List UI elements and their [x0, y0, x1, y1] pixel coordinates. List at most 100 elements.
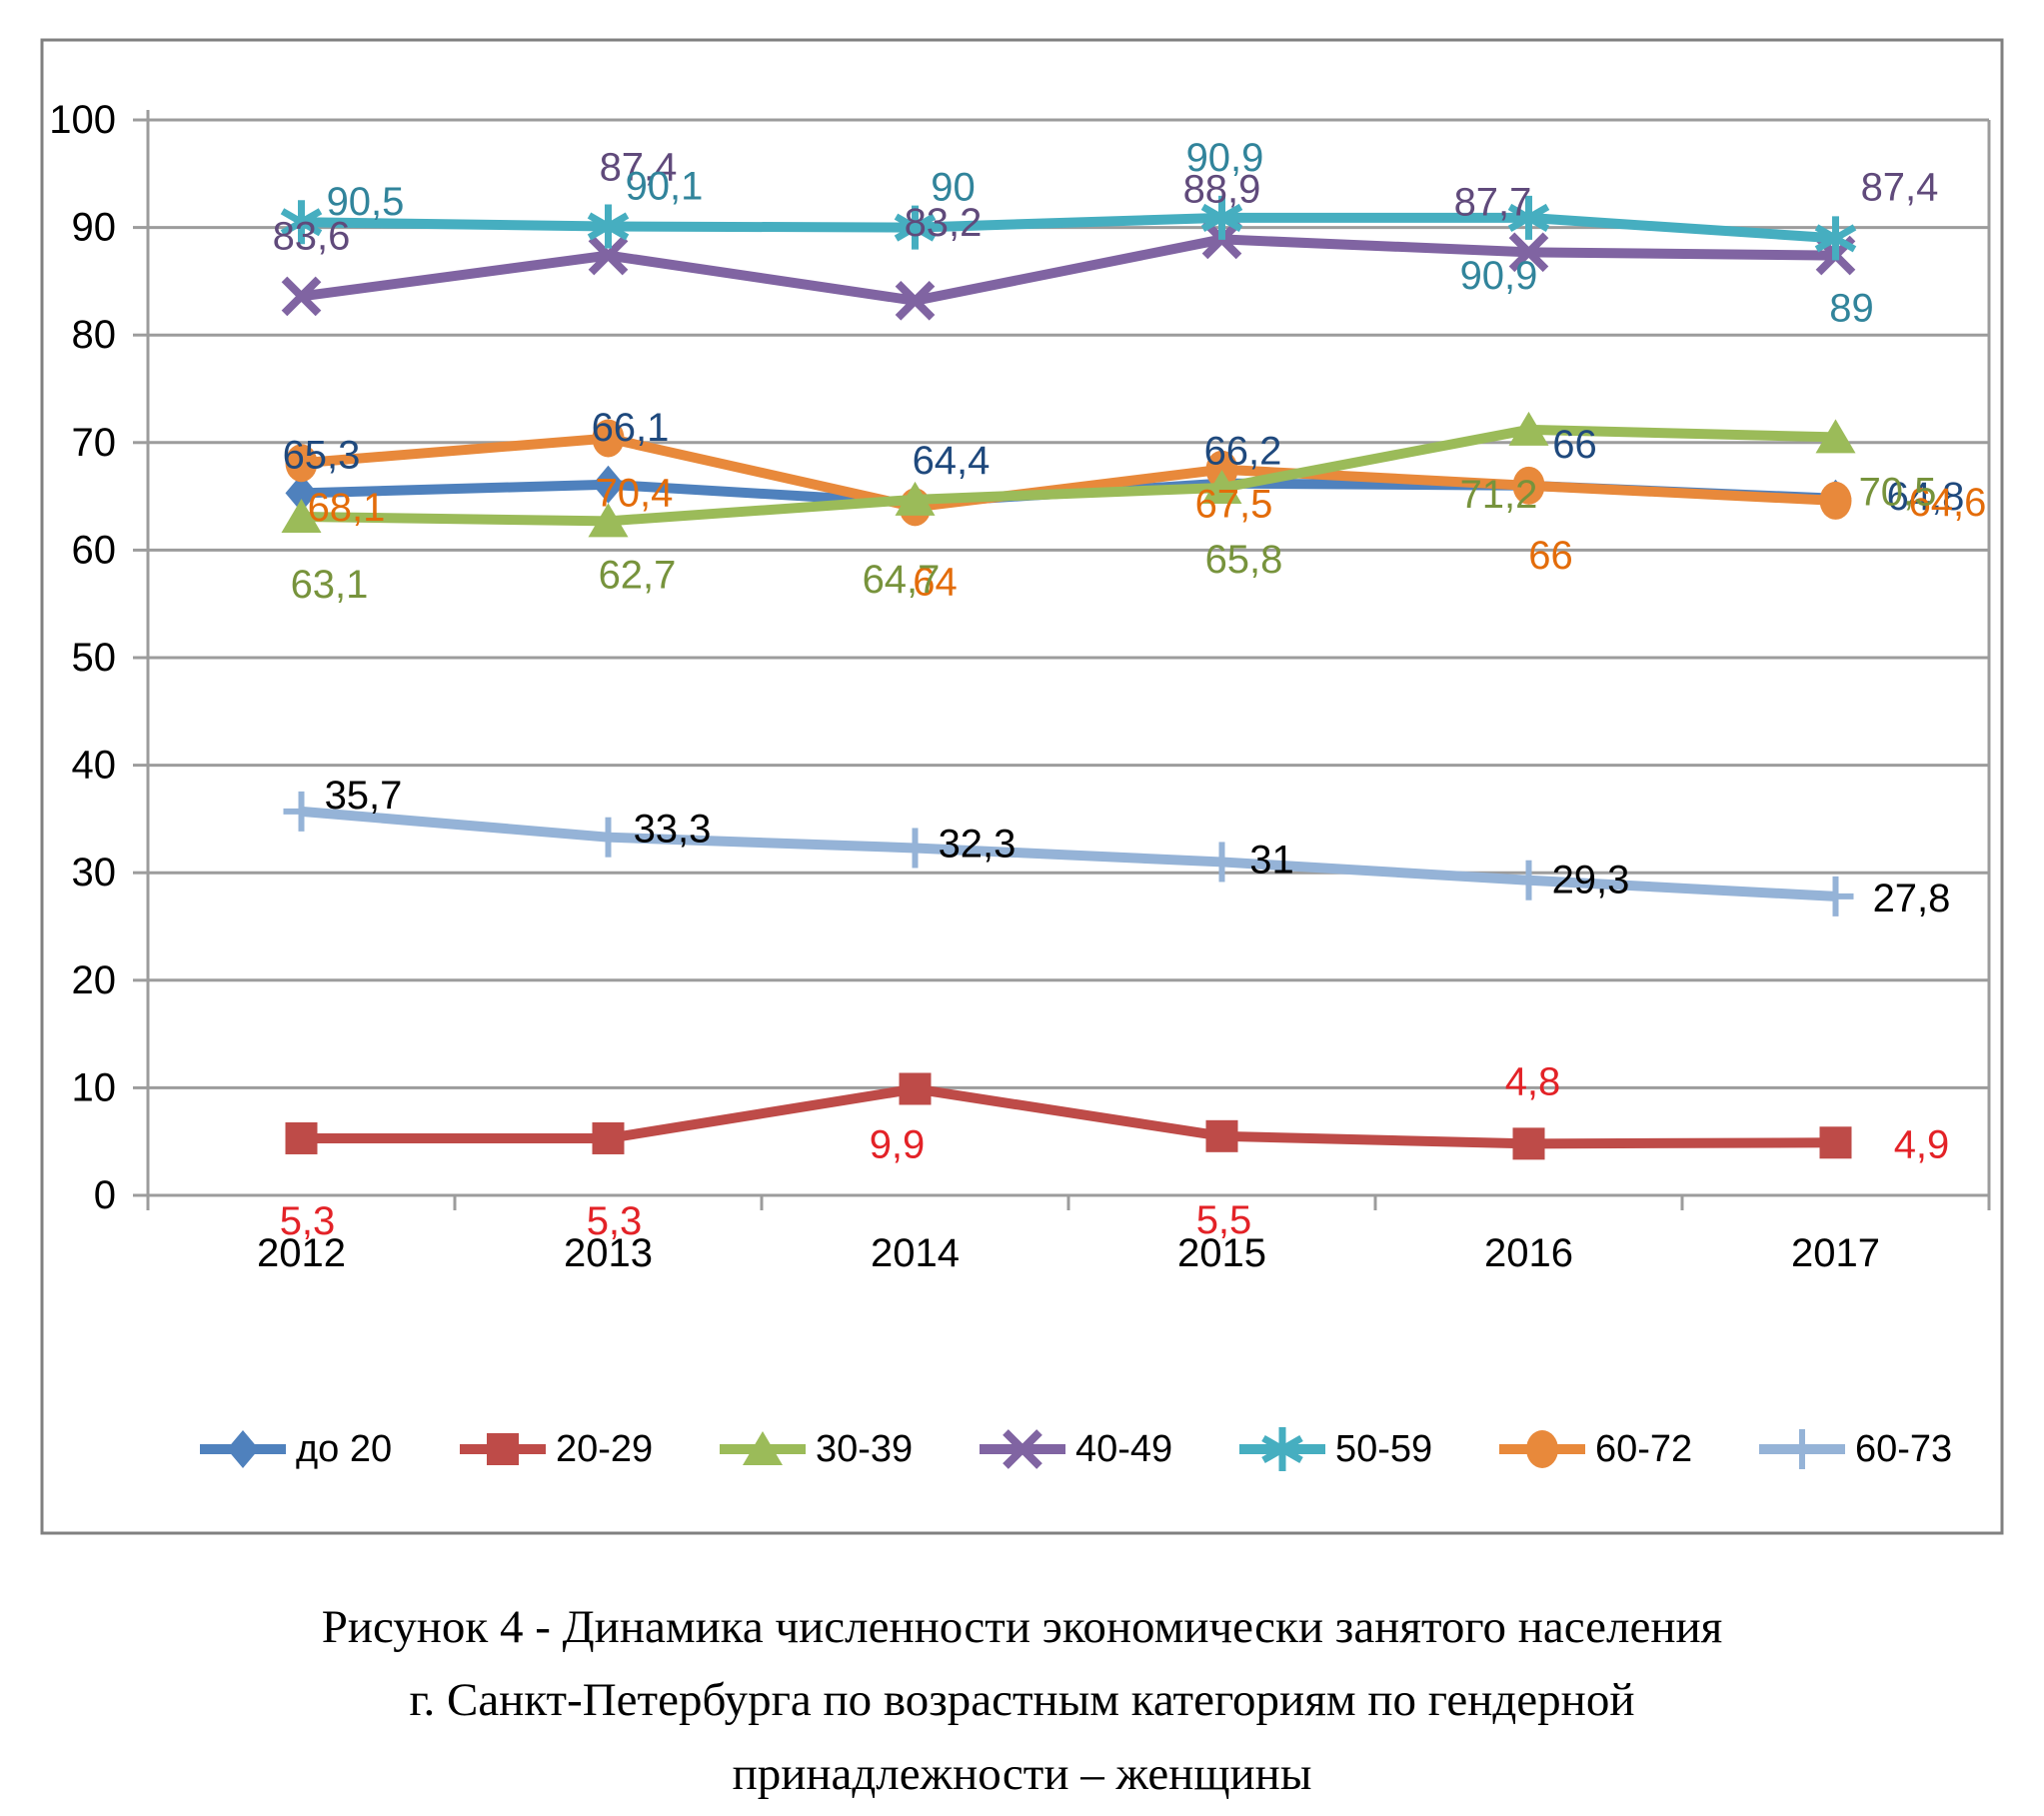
data-label: 33,3	[634, 808, 712, 852]
legend-label: 40-49	[1075, 1428, 1172, 1470]
legend-marker	[227, 1430, 259, 1468]
data-label: 27,8	[1873, 877, 1951, 920]
data-label: 64,6	[1909, 481, 1987, 525]
series-30-39-marker	[281, 499, 322, 534]
data-label: 87,4	[1861, 166, 1939, 210]
y-tick-label: 100	[49, 98, 116, 142]
legend-label: 60-72	[1595, 1428, 1692, 1470]
data-label: 5,3	[280, 1199, 336, 1243]
series-до-20-marker	[592, 465, 625, 504]
legend-label: 30-39	[816, 1428, 913, 1470]
legend-item: 40-49	[980, 1428, 1172, 1470]
series-40-49-line	[300, 234, 1836, 306]
x-tick-label: 2017	[1791, 1231, 1880, 1275]
series-50-59-line	[301, 212, 1836, 244]
legend-item: 30-39	[720, 1428, 913, 1470]
y-tick-label: 60	[72, 528, 117, 572]
y-tick-label: 80	[72, 313, 117, 357]
series-60-72-marker	[1512, 466, 1545, 505]
data-label: 90,5	[327, 180, 405, 224]
data-label: 70,4	[596, 471, 674, 515]
series-20-29-marker	[1819, 1126, 1852, 1159]
series-20-29-marker	[899, 1072, 932, 1105]
data-label: 35,7	[325, 774, 403, 818]
series-20-29-marker	[1512, 1127, 1545, 1160]
legend-marker	[1003, 1429, 1042, 1469]
series-40-49-marker	[1508, 232, 1549, 273]
data-label: 32,3	[939, 822, 1017, 866]
data-label: 63,1	[291, 563, 369, 607]
legend-marker	[487, 1433, 519, 1465]
series-50-59-marker	[1200, 195, 1243, 240]
x-tick-label: 2016	[1484, 1231, 1573, 1275]
data-label: 66	[1552, 423, 1597, 467]
series-50-59-marker	[1507, 195, 1550, 240]
data-label: 5,5	[1196, 1198, 1252, 1242]
data-label: 66,1	[592, 406, 670, 450]
data-label: 67,5	[1195, 483, 1273, 527]
y-tick-label: 40	[72, 744, 117, 788]
legend-label: 60-73	[1855, 1428, 1952, 1470]
series-60-73-line	[301, 806, 1836, 902]
data-label: 64,4	[913, 439, 991, 483]
data-label: 70,5	[1859, 470, 1937, 514]
data-label: 62,7	[599, 553, 677, 597]
caption-line-2: г. Санкт-Петербурга по возрастным катего…	[409, 1674, 1635, 1727]
employment-line-chart: 0 10 20 30 40 50 60 70 80 90 100 2012 2013 2014 2015 20…	[40, 38, 2004, 1535]
data-label: 87,7	[1454, 180, 1532, 224]
data-label: 90,9	[1186, 136, 1264, 180]
data-label: 4,8	[1505, 1059, 1561, 1103]
series-60-72-marker	[592, 419, 625, 458]
series-60-72-marker	[1819, 481, 1852, 520]
legend-item: 50-59	[1239, 1427, 1432, 1471]
legend-item: 60-72	[1499, 1428, 1692, 1470]
y-tick-label: 90	[72, 206, 117, 250]
x-tick-label: 2013	[564, 1231, 653, 1275]
legend-item: до 20	[200, 1428, 392, 1470]
series-30-39-marker	[1201, 469, 1242, 504]
data-label: 64	[913, 560, 958, 604]
series-20-29-marker	[592, 1121, 625, 1154]
series-20-29-marker	[285, 1121, 318, 1154]
data-label: 66	[1528, 534, 1573, 578]
series-60-72-marker	[285, 444, 318, 483]
y-tick-label: 70	[72, 421, 117, 465]
series-40-49-marker	[588, 235, 629, 276]
data-label: 66,2	[1204, 430, 1282, 474]
y-tick-label: 30	[72, 851, 117, 895]
series-30-39-line	[301, 424, 1836, 527]
series-50-59-marker	[894, 205, 937, 250]
series-50-59-marker	[280, 200, 323, 245]
data-label: 90,9	[1460, 254, 1538, 298]
series-до-20-marker	[285, 474, 318, 513]
y-tick-label: 10	[72, 1065, 117, 1109]
data-label: 65,8	[1205, 538, 1283, 582]
series-40-49-marker	[895, 280, 936, 321]
data-label: 90,1	[626, 165, 704, 209]
series-60-73-marker	[1510, 860, 1547, 901]
data-label: 31	[1249, 838, 1294, 882]
data-label: 83,2	[905, 201, 983, 245]
series-50-59-marker	[587, 204, 630, 249]
series-30-39-marker	[588, 503, 629, 538]
series-50-59-marker	[1814, 216, 1857, 261]
caption-line-3: принадлежности – женщины	[732, 1747, 1312, 1800]
series-60-73-marker	[590, 817, 627, 858]
data-label: 71,2	[1460, 473, 1538, 517]
x-tick-label: 2014	[871, 1231, 960, 1275]
series-60-73-marker	[283, 791, 320, 832]
legend-marker	[1526, 1430, 1558, 1468]
series-60-72-line	[301, 433, 1836, 513]
series-40-49-marker	[281, 276, 322, 317]
x-tick-label: 2012	[257, 1231, 346, 1275]
data-label: 88,9	[1183, 167, 1261, 211]
legend-label: до 20	[296, 1428, 392, 1470]
data-label: 4,9	[1894, 1122, 1950, 1166]
legend-marker	[1261, 1427, 1303, 1471]
data-label: 29,3	[1552, 859, 1630, 903]
series-30-39-marker	[1508, 411, 1549, 446]
legend-marker	[1784, 1429, 1820, 1469]
data-label: 65,3	[283, 433, 361, 477]
caption-line-1: Рисунок 4 - Динамика численности экономи…	[321, 1601, 1723, 1653]
